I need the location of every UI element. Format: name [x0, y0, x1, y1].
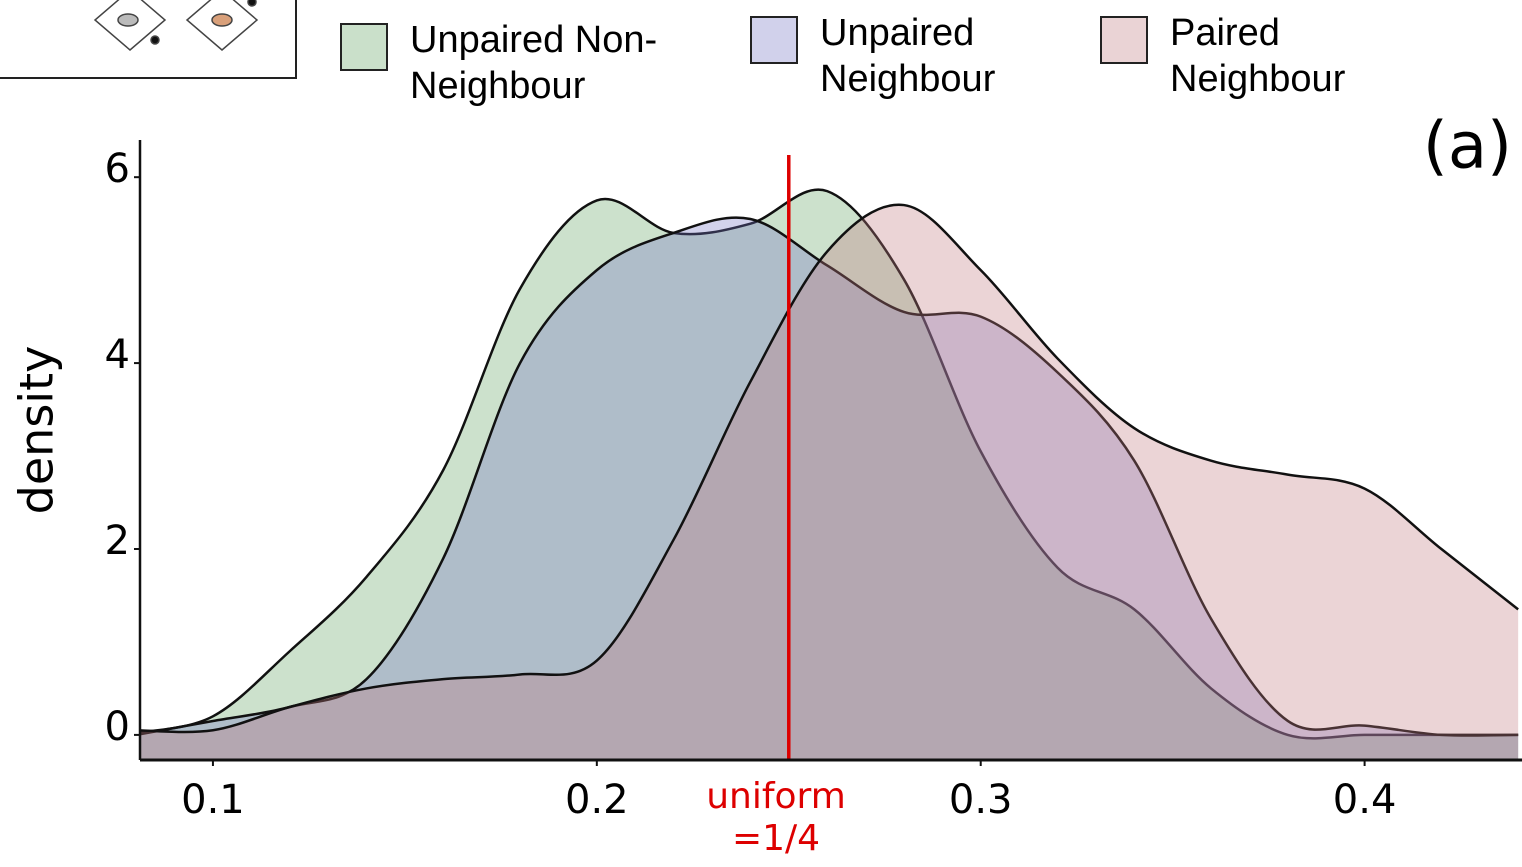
reference-label: uniform =1/4 [706, 776, 846, 859]
y-tick-label: 0 [105, 704, 130, 750]
legend-item: Unpaired Neighbour [750, 10, 1050, 102]
legend-swatch [750, 16, 798, 64]
y-tick-label: 2 [105, 518, 130, 564]
inset-box [0, 0, 297, 79]
legend-label: Unpaired Non-Neighbour [410, 19, 658, 107]
y-axis-label: density [10, 346, 64, 515]
x-tick-label: 0.1 [181, 777, 245, 823]
density-line [140, 216, 1519, 737]
legend-swatch [1100, 16, 1148, 64]
x-tick-label: 0.3 [949, 777, 1013, 823]
y-tick-label: 6 [105, 146, 130, 192]
panel-label: (a) [1423, 110, 1512, 184]
inset-icons [93, 0, 259, 51]
x-tick-label: 0.2 [565, 777, 629, 823]
legend-label: Paired Neighbour [1170, 12, 1346, 100]
y-tick-label: 4 [105, 332, 130, 378]
legend-label: Unpaired Neighbour [820, 12, 996, 100]
plot-area [140, 188, 1519, 760]
density-line [140, 203, 1519, 734]
legend-item: Paired Neighbour [1100, 10, 1400, 102]
density-line [140, 188, 1519, 740]
density-area [140, 204, 1519, 760]
x-tick-label: 0.4 [1333, 777, 1397, 823]
density-area [140, 217, 1519, 760]
density-area [140, 189, 1519, 760]
legend-swatch [340, 23, 388, 71]
legend-item: Unpaired Non-Neighbour [340, 17, 740, 109]
